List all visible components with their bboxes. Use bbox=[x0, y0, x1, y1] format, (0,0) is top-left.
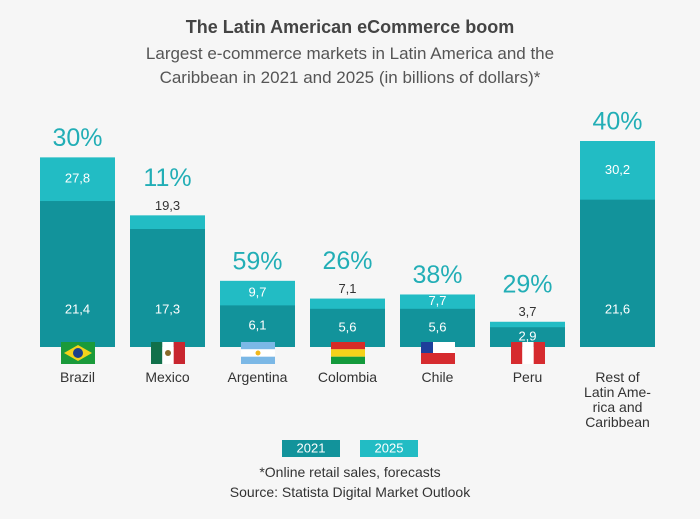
growth-label: 29% bbox=[502, 270, 552, 298]
x-tick-label: Chile bbox=[421, 369, 454, 385]
value-label-2025: 19,3 bbox=[155, 198, 180, 213]
value-label-2025: 30,2 bbox=[605, 162, 630, 177]
value-label-2021: 6,1 bbox=[248, 318, 266, 333]
growth-label: 38% bbox=[412, 261, 462, 289]
value-label-2021: 21,4 bbox=[65, 301, 90, 316]
chart-subtitle: Largest e-commerce markets in Latin Amer… bbox=[145, 44, 555, 87]
source: Source: Statista Digital Market Outlook bbox=[229, 484, 471, 500]
growth-label: 26% bbox=[322, 247, 372, 275]
growth-label: 11% bbox=[143, 164, 191, 192]
x-tick-label: Mexico bbox=[145, 369, 190, 385]
value-label-2021: 21,6 bbox=[605, 301, 630, 316]
bar-2021 bbox=[310, 308, 385, 347]
footnote: *Online retail sales, forecasts bbox=[259, 464, 441, 480]
bar-2021 bbox=[580, 199, 655, 347]
value-label-2021: 5,6 bbox=[428, 319, 446, 334]
value-label-2021: 5,6 bbox=[338, 319, 356, 334]
legend-label: 2021 bbox=[297, 440, 326, 455]
x-tick-label: Rest of Latin Ame- rica and Caribbean bbox=[584, 369, 651, 430]
value-label-2021: 2,9 bbox=[518, 329, 536, 344]
flags bbox=[61, 342, 545, 364]
growth-label: 40% bbox=[592, 108, 642, 136]
bar-2021 bbox=[490, 327, 565, 347]
x-tick-label: Colombia bbox=[317, 369, 378, 385]
chart-title: The Latin American eCommerce boom bbox=[185, 17, 515, 37]
value-label-2025: 7,7 bbox=[428, 293, 446, 308]
legend-label: 2025 bbox=[375, 440, 404, 455]
legend-swatch bbox=[360, 440, 418, 457]
bar-2021 bbox=[220, 305, 295, 347]
x-tick-label: Brazil bbox=[59, 369, 95, 385]
value-label-2025: 9,7 bbox=[248, 285, 266, 300]
growth-label: 59% bbox=[232, 247, 282, 275]
bar-2021 bbox=[40, 201, 115, 347]
growth-label: 30% bbox=[52, 124, 102, 152]
x-tick-label: Argentina bbox=[227, 369, 288, 385]
bar-2021 bbox=[130, 228, 205, 347]
value-label-2025: 27,8 bbox=[65, 171, 90, 186]
value-label-2025: 3,7 bbox=[518, 304, 536, 319]
x-tick-label: Peru bbox=[512, 369, 543, 385]
legend-swatch bbox=[282, 440, 340, 457]
value-label-2025: 7,1 bbox=[338, 281, 356, 296]
bar-2021 bbox=[400, 308, 475, 347]
value-label-2021: 17,3 bbox=[155, 301, 180, 316]
